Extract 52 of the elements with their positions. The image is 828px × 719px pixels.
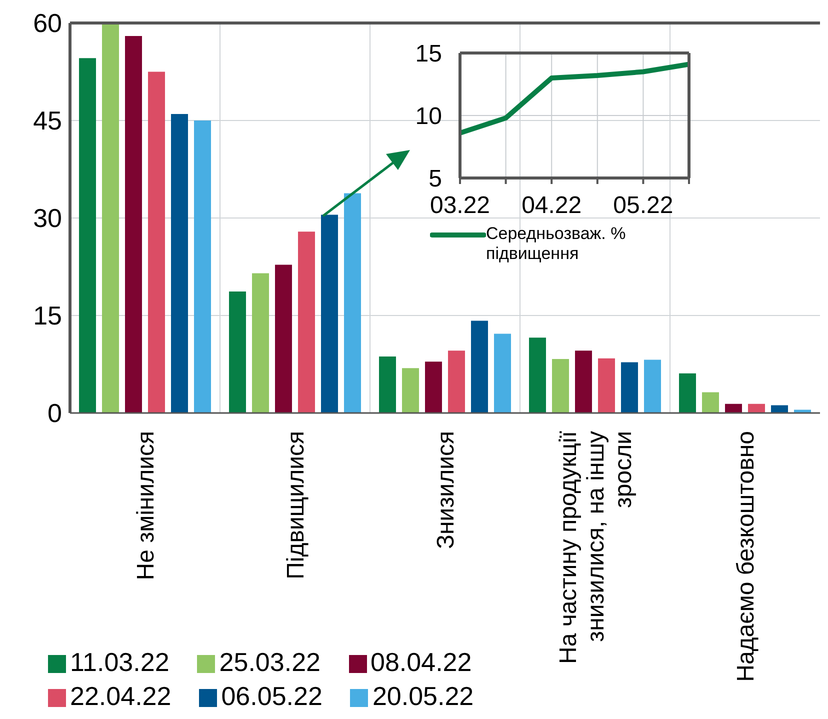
y-tick-label: 10 (415, 103, 442, 130)
legend-label: Середньозваж. % підвищення (486, 224, 627, 264)
legend-label: 11.03.22 (70, 647, 170, 677)
bar (494, 334, 511, 413)
bar (529, 338, 546, 413)
bar (275, 264, 292, 413)
x-tick-label: 05.22 (613, 192, 674, 220)
bar (379, 356, 396, 413)
bar (148, 72, 165, 413)
bar (229, 291, 246, 413)
bar (252, 273, 269, 413)
bar (644, 360, 661, 413)
y-tick-label: 45 (33, 106, 62, 136)
legend-label: 25.03.22 (219, 647, 320, 677)
bar (725, 404, 742, 413)
legend-label: 06.05.22 (221, 681, 322, 711)
legend-label: 08.04.22 (370, 647, 472, 677)
bar (552, 359, 569, 413)
y-tick-label: 0 (48, 398, 62, 428)
bar (298, 232, 315, 413)
x-tick-label: 04.22 (522, 192, 582, 220)
x-tick-label: Підвищилися (282, 431, 310, 580)
bar (471, 320, 488, 413)
bar (125, 36, 142, 413)
bar (771, 405, 788, 413)
bar (194, 120, 211, 413)
bar (402, 368, 419, 413)
x-tick-label: Знизилися (432, 431, 460, 549)
legend-label: 22.04.22 (70, 681, 172, 711)
x-tick-label: Надаємо безкоштовно (732, 431, 760, 682)
x-tick-label: 03.22 (430, 192, 490, 220)
y-tick-label: 5 (428, 166, 442, 193)
x-tick-label: Не змінилися (132, 431, 160, 580)
bar (79, 58, 96, 413)
bar (748, 404, 765, 413)
bar (702, 392, 719, 413)
bar (171, 114, 188, 413)
y-tick-label: 15 (415, 40, 442, 68)
bar (321, 214, 338, 413)
bar (425, 362, 442, 413)
y-tick-label: 15 (33, 300, 62, 331)
x-tick-label: На частину продукції знизилися, на іншу зросли (554, 430, 637, 664)
legend-label: 20.05.22 (372, 681, 474, 711)
bar (575, 350, 592, 413)
y-tick-label: 30 (33, 203, 62, 234)
bar (679, 373, 696, 413)
y-tick-label: 60 (33, 8, 62, 38)
bar (448, 350, 465, 413)
bar (598, 358, 615, 413)
bar (344, 193, 361, 413)
bar (102, 23, 119, 413)
bar (621, 362, 638, 413)
